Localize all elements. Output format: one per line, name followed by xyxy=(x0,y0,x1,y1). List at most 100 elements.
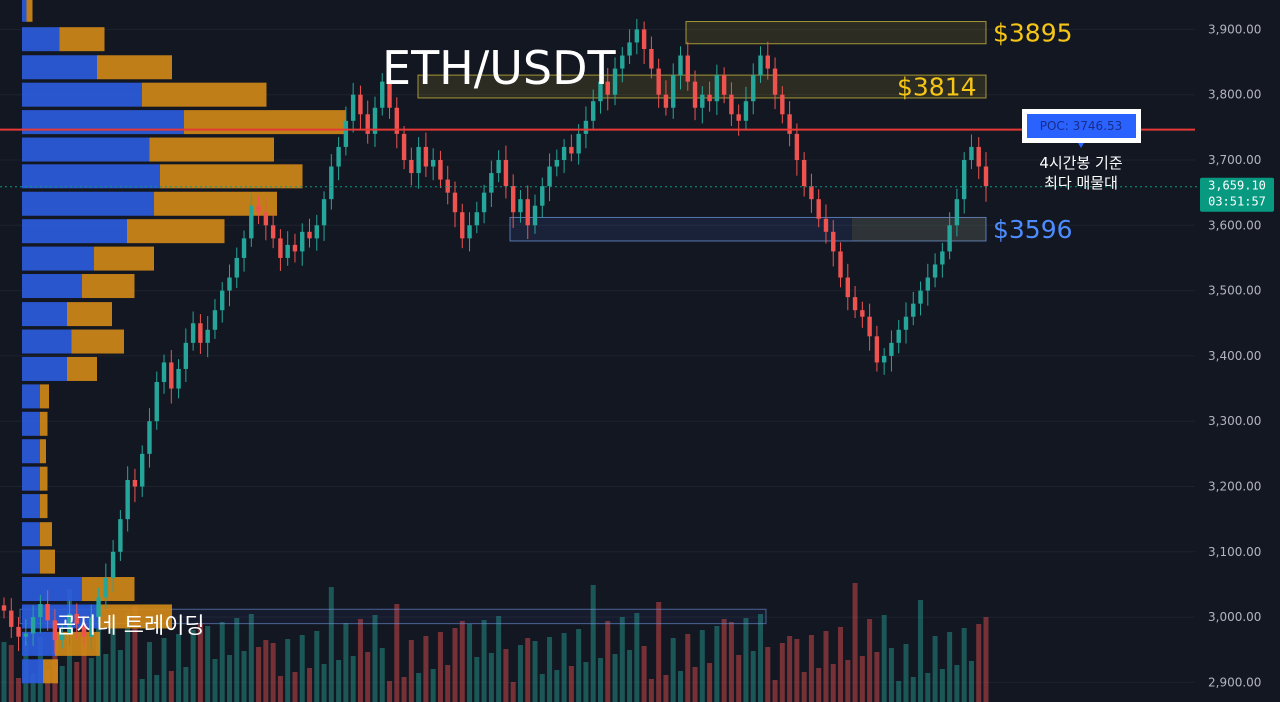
volume-bar xyxy=(888,648,894,702)
y-tick-label: 3,600.00 xyxy=(1208,218,1261,232)
candle-body xyxy=(321,199,327,226)
poc-pointer-icon xyxy=(1078,143,1084,148)
y-tick-label: 3,700.00 xyxy=(1208,153,1261,167)
volume-bar xyxy=(867,619,873,702)
vp-up-bar xyxy=(22,494,40,519)
volume-bar xyxy=(663,675,669,702)
candle-body xyxy=(758,55,763,76)
vp-down-bar xyxy=(40,494,48,519)
candle-body xyxy=(270,225,276,239)
volume-bar xyxy=(656,602,662,702)
volume-bar xyxy=(45,670,51,702)
vp-up-bar xyxy=(22,411,40,436)
volume-bar xyxy=(758,614,764,702)
candle-body xyxy=(576,133,581,154)
vp-down-bar xyxy=(160,164,303,189)
candle-body xyxy=(474,212,480,226)
vp-up-bar xyxy=(22,522,40,547)
candle-body xyxy=(823,218,829,232)
vp-up-bar xyxy=(22,329,72,354)
vp-up-bar xyxy=(22,384,40,409)
y-tick-label: 2,900.00 xyxy=(1208,675,1261,689)
vp-down-bar xyxy=(94,246,154,271)
vp-down-bar xyxy=(40,411,48,436)
volume-bar xyxy=(81,625,87,702)
volume-bar xyxy=(408,640,414,702)
volume-bar xyxy=(496,616,502,702)
volume-bar xyxy=(845,660,851,702)
volume-bar xyxy=(510,682,516,702)
candle-body xyxy=(925,277,931,291)
volume-bar xyxy=(641,646,647,702)
candle-body xyxy=(16,626,21,637)
vp-down-bar xyxy=(97,55,172,80)
candle-body xyxy=(831,231,836,252)
candle-body xyxy=(161,362,167,383)
last-price-box xyxy=(1200,177,1274,212)
bar-countdown: 03:51:57 xyxy=(1208,195,1266,209)
candle-body xyxy=(714,75,720,102)
vp-up-bar xyxy=(22,246,94,271)
vp-up-bar xyxy=(22,439,40,464)
volume-bar xyxy=(677,671,683,702)
candle-body xyxy=(932,264,938,278)
volume-bar xyxy=(605,621,611,702)
volume-bar xyxy=(583,662,589,702)
poc-badge: POC: 3746.53 xyxy=(1022,109,1141,148)
candle-body xyxy=(969,146,974,160)
candle-body xyxy=(118,519,123,552)
candle-body xyxy=(350,94,356,121)
y-tick-label: 3,100.00 xyxy=(1208,545,1261,559)
volume-bar xyxy=(772,680,778,702)
volume-bar xyxy=(794,639,800,702)
chart-title: ETH/USDT xyxy=(382,41,617,95)
volume-bar xyxy=(154,675,160,702)
candle-body xyxy=(372,107,378,134)
volume-bar xyxy=(634,613,640,702)
candle-body xyxy=(183,342,189,369)
candle-body xyxy=(430,159,436,167)
candle-body xyxy=(903,316,909,330)
vp-down-bar xyxy=(40,466,48,491)
candle-body xyxy=(540,186,545,206)
vp-down-bar xyxy=(127,219,225,244)
volume-bar xyxy=(248,614,254,702)
vp-down-bar xyxy=(40,522,52,547)
candle-body xyxy=(205,329,210,343)
volume-bar xyxy=(750,651,756,702)
volume-bar xyxy=(474,657,480,702)
volume-bar xyxy=(612,654,618,702)
vp-down-bar xyxy=(100,604,172,629)
candle-body xyxy=(583,120,589,134)
volume-bar xyxy=(146,642,152,702)
vp-up-bar xyxy=(22,659,43,684)
candle-body xyxy=(234,257,239,278)
volume-bar xyxy=(597,658,603,702)
volume-bar xyxy=(939,669,945,702)
candle-body xyxy=(23,633,29,637)
volume-bar xyxy=(728,622,734,702)
candle-body xyxy=(190,323,196,343)
vp-up-bar xyxy=(22,82,142,107)
volume-bar xyxy=(976,624,982,702)
candle-body xyxy=(860,310,865,317)
volume-bar xyxy=(299,635,305,702)
volume-bar xyxy=(467,624,473,702)
volume-bar xyxy=(365,652,371,702)
candle-body xyxy=(671,75,676,108)
candle-body xyxy=(394,107,399,134)
y-tick-label: 3,300.00 xyxy=(1208,414,1261,428)
volume-bar xyxy=(816,668,822,702)
candle-body xyxy=(678,55,683,76)
volume-bar xyxy=(481,620,487,702)
volume-bar xyxy=(576,629,582,702)
vp-down-bar xyxy=(149,137,274,162)
volume-bar xyxy=(743,618,749,702)
candle-body xyxy=(889,342,894,356)
level-label-3596: $3596 xyxy=(993,215,1073,244)
candle-body xyxy=(707,94,712,102)
volume-bar xyxy=(1,642,7,702)
vp-up-bar xyxy=(22,274,82,299)
price-axis[interactable]: 3,900.00 3,800.00 3,700.00 3,600.00 3,500.00… xyxy=(1208,22,1261,689)
